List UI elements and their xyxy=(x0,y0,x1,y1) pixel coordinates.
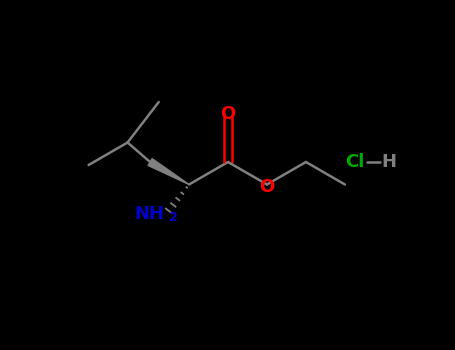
Text: Cl: Cl xyxy=(345,153,365,171)
Text: H: H xyxy=(381,153,396,171)
Text: NH: NH xyxy=(135,205,165,223)
Text: O: O xyxy=(220,105,236,123)
Text: 2: 2 xyxy=(169,211,178,224)
Text: O: O xyxy=(259,177,275,196)
Polygon shape xyxy=(148,159,189,184)
